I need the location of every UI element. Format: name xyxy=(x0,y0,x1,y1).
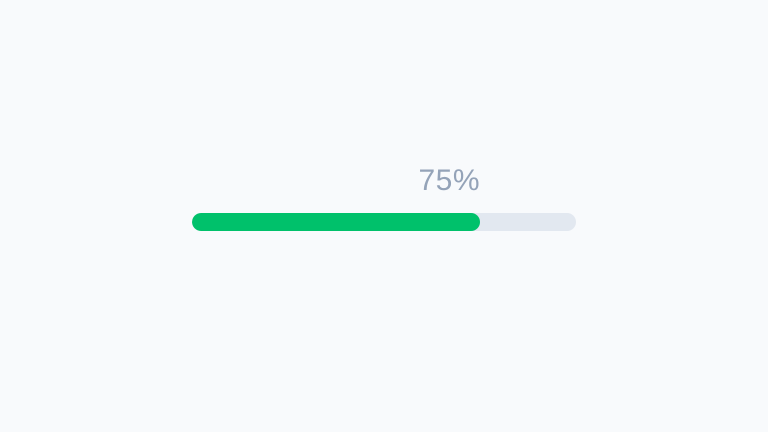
progress-widget: 75% xyxy=(192,166,576,231)
progress-bar-fill xyxy=(192,213,480,231)
progress-label-row: 75% xyxy=(192,166,480,196)
progress-percent-label: 75% xyxy=(418,164,480,197)
progress-bar-track xyxy=(192,213,576,231)
